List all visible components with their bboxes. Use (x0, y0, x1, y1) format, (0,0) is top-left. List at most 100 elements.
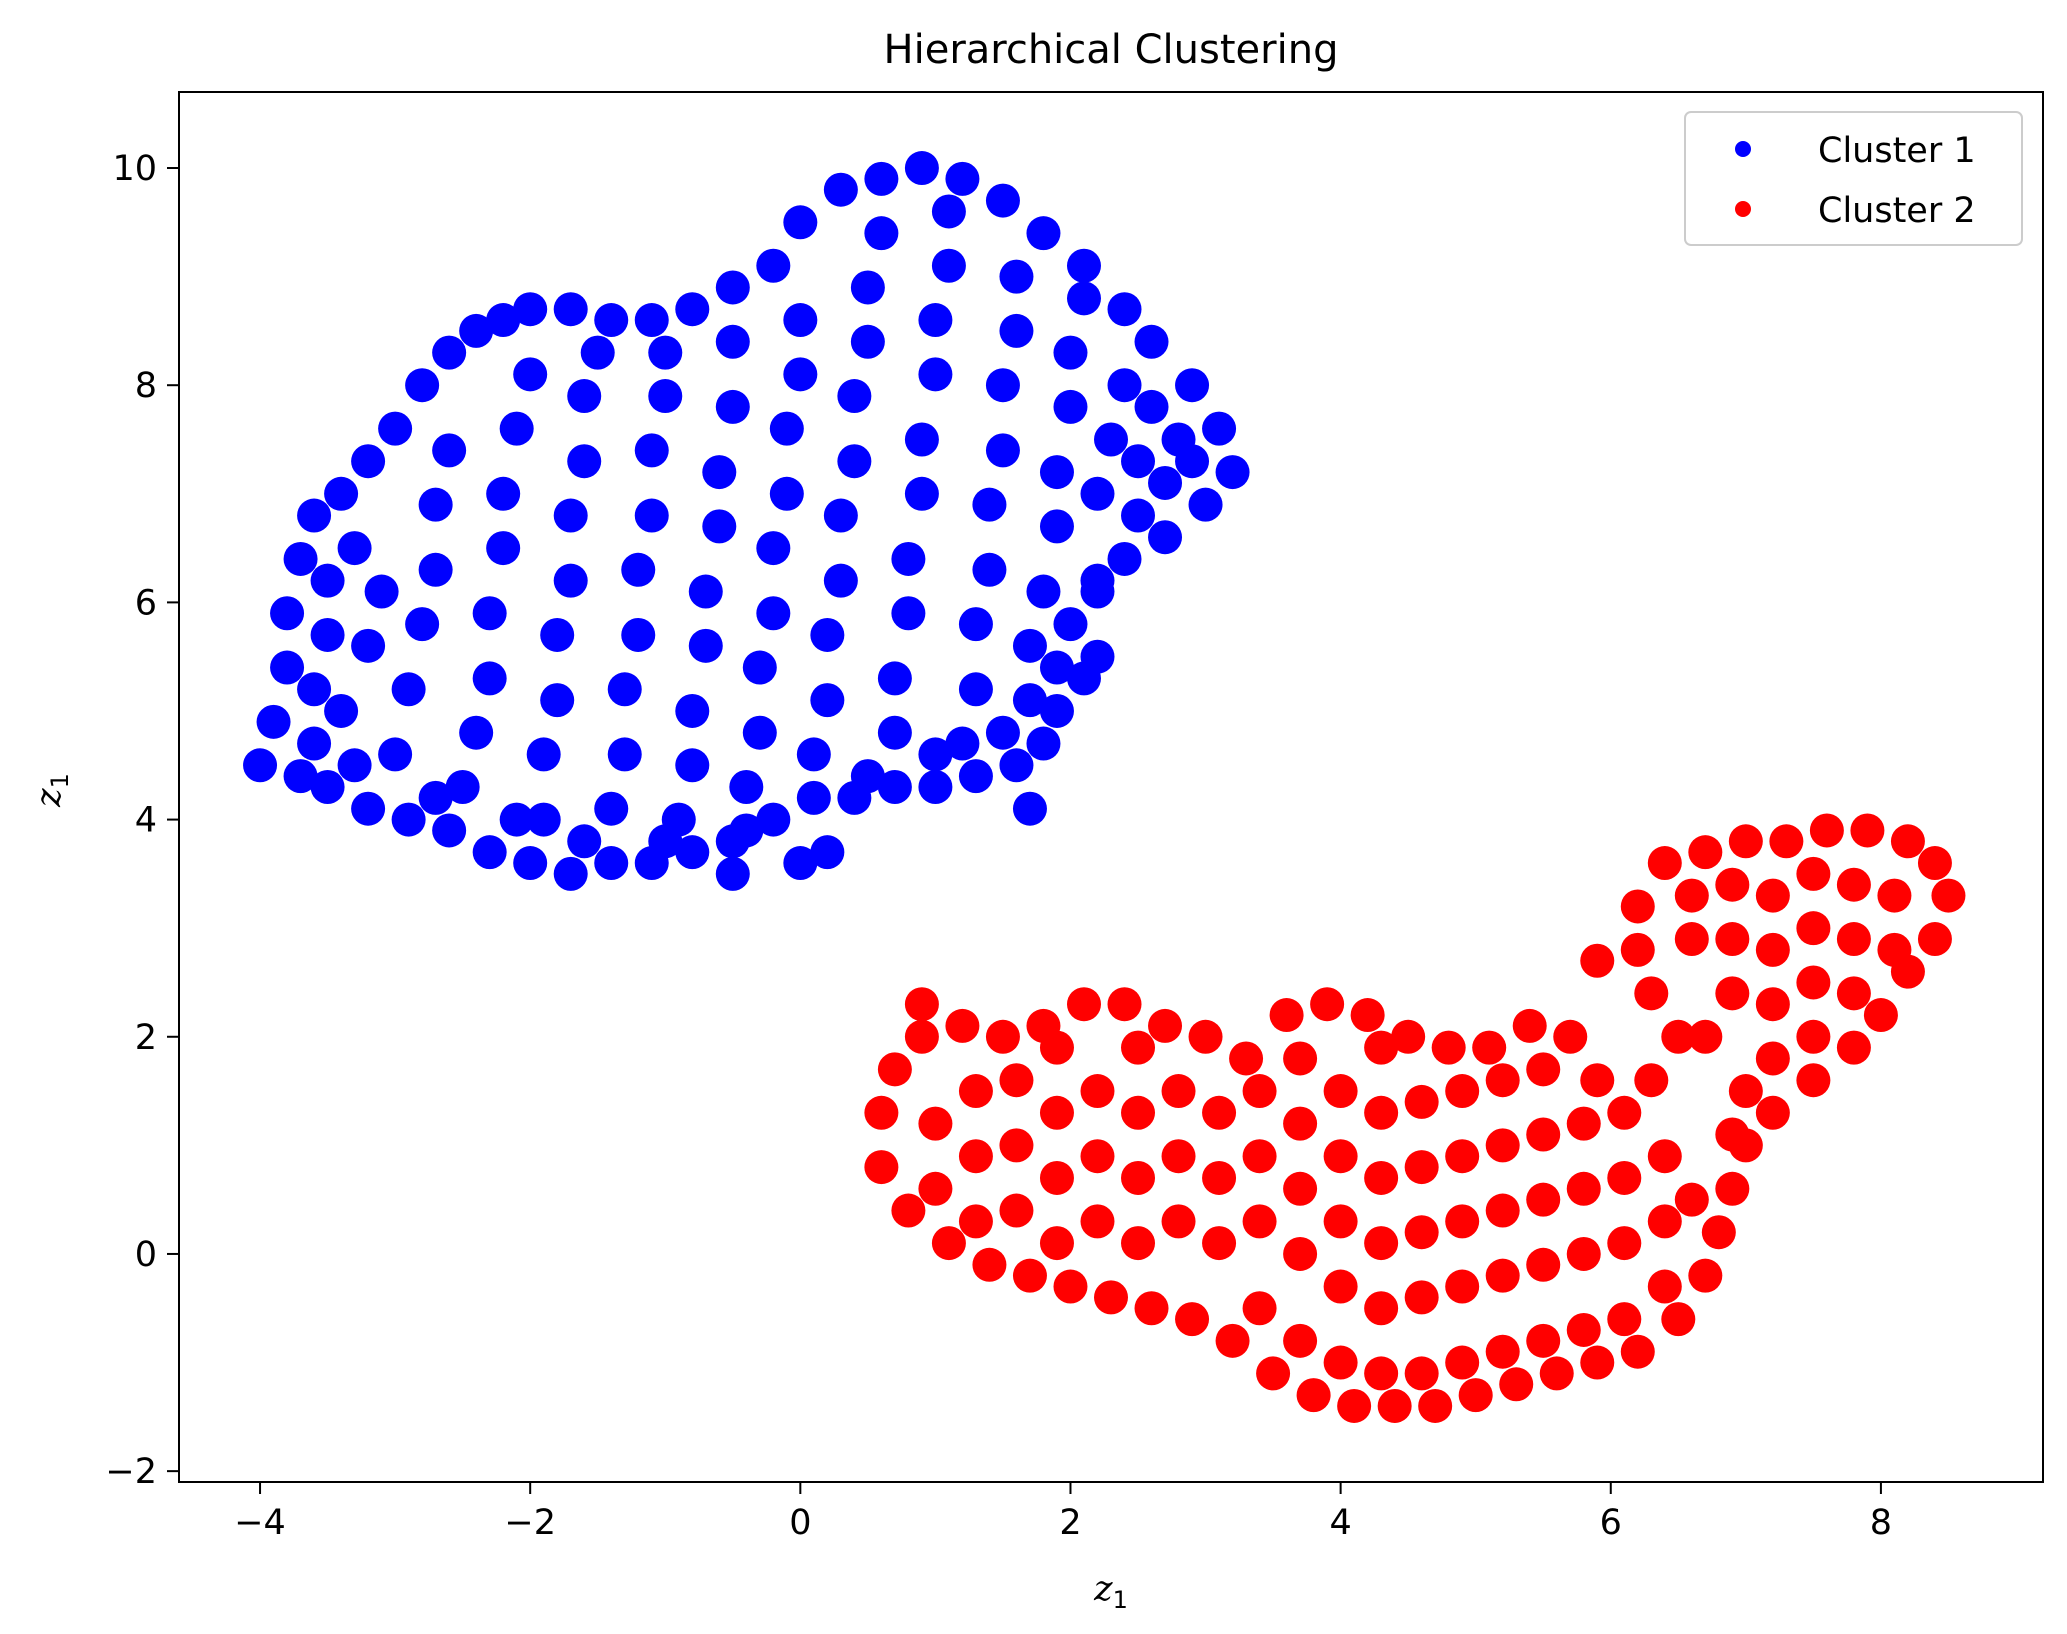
data-point-cluster-1-129 (864, 216, 899, 251)
data-point-cluster-1-23 (904, 151, 939, 186)
data-point-cluster-2-73 (999, 1193, 1034, 1228)
data-point-cluster-2-59 (1134, 1291, 1169, 1326)
data-point-cluster-1-59 (283, 759, 318, 794)
x-tick-label: 0 (789, 1503, 811, 1543)
data-point-cluster-1-96 (621, 617, 656, 652)
data-point-cluster-2-129 (1526, 1247, 1561, 1282)
data-point-cluster-1-118 (783, 357, 818, 392)
data-point-cluster-2-56 (1256, 1356, 1291, 1391)
data-point-cluster-1-133 (891, 541, 926, 576)
data-point-cluster-2-47 (1620, 1334, 1655, 1369)
legend-label-cluster-2: Cluster 2 (1818, 191, 1976, 231)
data-point-cluster-2-48 (1580, 1345, 1615, 1380)
data-point-cluster-2-19 (1553, 1019, 1588, 1054)
data-point-cluster-2-140 (1647, 1269, 1682, 1304)
data-point-cluster-1-136 (918, 357, 953, 392)
data-point-cluster-1-92 (580, 335, 615, 370)
data-point-cluster-2-161 (1877, 878, 1912, 913)
x-tick-label: 2 (1059, 1503, 1081, 1543)
data-point-cluster-2-104 (1323, 1204, 1358, 1239)
data-point-cluster-1-32 (1215, 455, 1250, 490)
y-tick-label: 2 (135, 1018, 157, 1058)
data-point-cluster-2-135 (1566, 1171, 1601, 1206)
data-point-cluster-1-137 (918, 303, 953, 338)
points-layer (243, 151, 1966, 1423)
data-point-cluster-2-63 (972, 1247, 1007, 1282)
data-point-cluster-1-107 (702, 509, 737, 544)
data-point-cluster-1-58 (310, 770, 345, 804)
data-point-cluster-1-29 (1134, 324, 1169, 359)
data-point-cluster-1-31 (1202, 411, 1237, 446)
data-point-cluster-1-93 (594, 791, 629, 826)
data-point-cluster-2-141 (1647, 1204, 1682, 1239)
data-point-cluster-2-93 (1242, 1291, 1277, 1326)
data-point-cluster-1-119 (783, 303, 818, 338)
data-point-cluster-2-62 (1012, 1258, 1047, 1293)
data-point-cluster-2-53 (1377, 1388, 1412, 1423)
data-point-cluster-2-12 (1269, 998, 1304, 1033)
data-point-cluster-1-78 (472, 661, 507, 696)
data-point-cluster-1-148 (999, 259, 1034, 294)
y-axis-label-main: z (29, 788, 69, 808)
data-point-cluster-1-110 (715, 324, 750, 359)
data-point-cluster-1-169 (310, 563, 345, 598)
legend-marker-cluster-2 (1735, 201, 1751, 217)
y-tick-label: 4 (135, 801, 157, 841)
data-point-cluster-1-158 (1094, 422, 1128, 457)
data-point-cluster-1-68 (364, 574, 399, 609)
data-point-cluster-2-78 (1039, 1095, 1074, 1130)
data-point-cluster-2-124 (1485, 1258, 1520, 1293)
data-point-cluster-2-144 (1674, 922, 1709, 957)
data-point-cluster-2-134 (1566, 1236, 1601, 1271)
data-point-cluster-1-159 (1107, 368, 1142, 403)
data-point-cluster-2-133 (1566, 1312, 1601, 1347)
y-tick-label: 0 (135, 1235, 157, 1275)
data-point-cluster-2-164 (1715, 1117, 1750, 1152)
data-point-cluster-2-54 (1337, 1388, 1372, 1423)
data-point-cluster-1-4 (283, 541, 318, 576)
data-point-cluster-1-135 (904, 422, 939, 457)
data-point-cluster-1-179 (985, 715, 1020, 750)
data-point-cluster-2-69 (918, 1106, 953, 1141)
data-point-cluster-1-6 (324, 476, 359, 511)
data-point-cluster-2-136 (1566, 1106, 1601, 1141)
data-point-cluster-1-122 (810, 617, 845, 652)
data-point-cluster-1-145 (985, 433, 1020, 468)
data-point-cluster-2-32 (1850, 813, 1885, 848)
data-point-cluster-2-8 (1107, 987, 1142, 1022)
y-axis: −2 0 2 4 6 8 10 (105, 149, 179, 1492)
legend-label-cluster-1: Cluster 1 (1818, 131, 1976, 171)
data-point-cluster-1-39 (1039, 693, 1074, 728)
data-point-cluster-1-72 (405, 607, 440, 642)
data-point-cluster-2-3 (904, 1019, 939, 1054)
data-point-cluster-1-164 (1175, 444, 1210, 479)
data-point-cluster-2-89 (1161, 1074, 1196, 1109)
data-point-cluster-2-40 (1796, 1063, 1831, 1098)
data-point-cluster-1-94 (607, 737, 642, 772)
chart-title: Hierarchical Clustering (884, 27, 1339, 73)
data-point-cluster-1-121 (810, 683, 845, 718)
data-point-cluster-2-51 (1458, 1378, 1493, 1413)
data-point-cluster-1-63 (1012, 791, 1047, 826)
data-point-cluster-2-105 (1323, 1139, 1358, 1174)
data-point-cluster-1-111 (729, 770, 764, 804)
data-point-cluster-1-73 (418, 552, 453, 587)
data-point-cluster-1-54 (472, 835, 507, 870)
data-point-cluster-1-117 (769, 411, 804, 446)
data-point-cluster-2-102 (1323, 1345, 1358, 1380)
y-tick-label: −2 (105, 1452, 157, 1492)
data-point-cluster-1-87 (540, 617, 575, 652)
data-point-cluster-2-65 (891, 1193, 926, 1228)
data-point-cluster-2-15 (1391, 1019, 1426, 1054)
data-point-cluster-2-85 (1121, 1095, 1156, 1130)
legend-box (1684, 111, 2023, 246)
data-point-cluster-1-1 (256, 704, 291, 739)
data-point-cluster-2-36 (1917, 922, 1952, 957)
data-point-cluster-2-98 (1283, 1236, 1318, 1271)
data-point-cluster-2-117 (1404, 1084, 1439, 1119)
data-point-cluster-1-152 (1039, 509, 1074, 544)
data-point-cluster-1-105 (688, 628, 723, 663)
data-point-cluster-1-108 (702, 455, 737, 490)
data-point-cluster-1-22 (864, 161, 899, 196)
